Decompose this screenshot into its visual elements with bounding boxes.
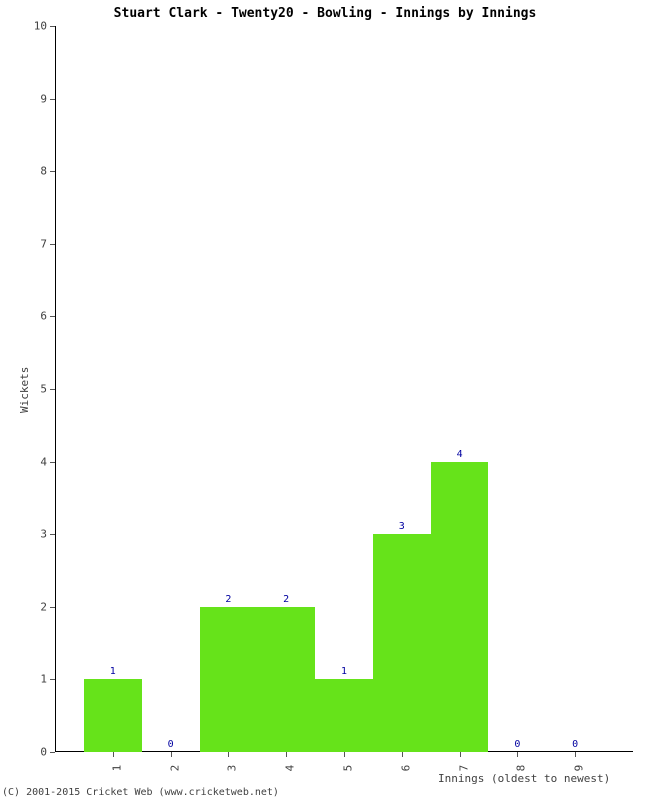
bar-value-label: 1 [110, 666, 116, 677]
bar-value-label: 1 [341, 666, 347, 677]
y-tick-label: 5 [27, 383, 47, 396]
x-axis-title: Innings (oldest to newest) [438, 772, 610, 785]
y-tick [50, 171, 55, 172]
y-tick-label: 9 [27, 92, 47, 105]
y-tick-label: 7 [27, 237, 47, 250]
bar-value-label: 0 [168, 739, 174, 750]
bar [84, 679, 142, 752]
bar-value-label: 2 [283, 594, 289, 605]
bar-value-label: 0 [514, 739, 520, 750]
y-tick-label: 10 [27, 20, 47, 33]
bar-value-label: 2 [225, 594, 231, 605]
bar-value-label: 0 [572, 739, 578, 750]
x-tick [344, 752, 345, 757]
y-tick [50, 99, 55, 100]
y-tick-label: 6 [27, 310, 47, 323]
bar-value-label: 3 [399, 521, 405, 532]
bar [200, 607, 258, 752]
y-tick [50, 607, 55, 608]
y-tick [50, 244, 55, 245]
x-tick-label: 6 [399, 765, 412, 772]
bar [431, 462, 489, 752]
y-tick-label: 4 [27, 455, 47, 468]
x-tick [460, 752, 461, 757]
x-tick [402, 752, 403, 757]
x-tick-label: 9 [573, 765, 586, 772]
x-tick [286, 752, 287, 757]
y-tick-label: 0 [27, 746, 47, 759]
y-tick [50, 26, 55, 27]
x-tick [113, 752, 114, 757]
y-tick [50, 389, 55, 390]
x-tick [575, 752, 576, 757]
y-tick [50, 534, 55, 535]
y-tick [50, 316, 55, 317]
x-tick-label: 1 [110, 765, 123, 772]
x-tick-label: 8 [515, 765, 528, 772]
bar [315, 679, 373, 752]
chart-title: Stuart Clark - Twenty20 - Bowling - Inni… [0, 6, 650, 21]
y-tick-label: 1 [27, 673, 47, 686]
y-tick [50, 752, 55, 753]
bar [373, 534, 431, 752]
copyright-text: (C) 2001-2015 Cricket Web (www.cricketwe… [2, 787, 279, 798]
x-tick [171, 752, 172, 757]
y-tick [50, 462, 55, 463]
y-axis-line [55, 26, 56, 752]
y-tick-label: 3 [27, 528, 47, 541]
x-tick [517, 752, 518, 757]
bar [257, 607, 315, 752]
y-tick [50, 679, 55, 680]
x-tick-label: 5 [342, 765, 355, 772]
x-tick-label: 3 [226, 765, 239, 772]
x-tick-label: 4 [284, 765, 297, 772]
x-tick [228, 752, 229, 757]
bar-value-label: 4 [457, 449, 463, 460]
y-tick-label: 2 [27, 600, 47, 613]
plot-area: 1 0 2 2 1 3 4 0 0 [55, 26, 633, 752]
y-tick-label: 8 [27, 165, 47, 178]
x-tick-label: 2 [168, 765, 181, 772]
x-tick-label: 7 [457, 765, 470, 772]
